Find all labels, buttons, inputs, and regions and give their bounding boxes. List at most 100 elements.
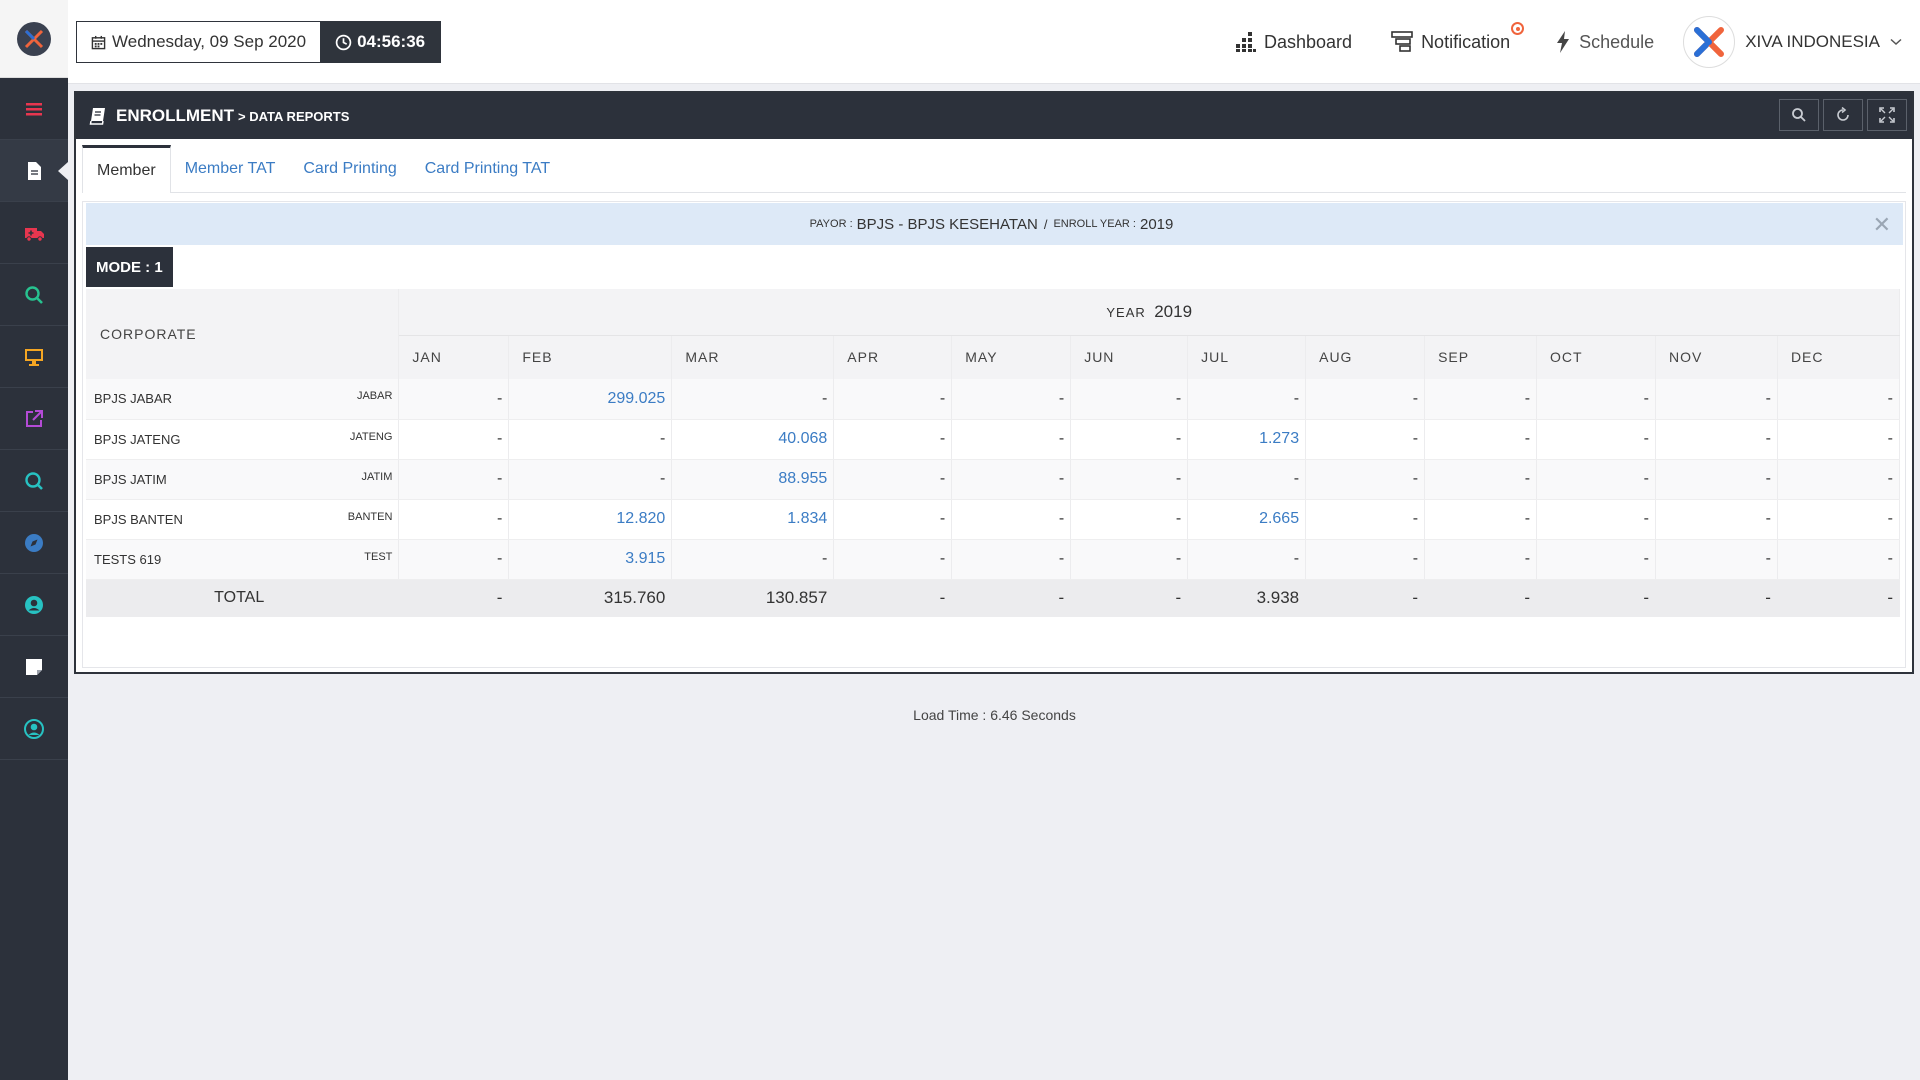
sidebar-item-compass[interactable] [0,512,68,574]
close-icon[interactable]: ✕ [1872,212,1891,237]
value-cell-feb: - [508,459,673,500]
corporate-code: JABAR [356,390,393,402]
sidebar-item-ambulance[interactable] [0,202,68,264]
value-cell-mar: - [671,539,835,580]
schedule-label: Schedule [1579,31,1655,52]
load-time: Load Time : 6.46 Seconds [913,707,1076,723]
table-row: BPJS BANTEN BANTEN -12.820 1.834- - -2.665- - -… [86,499,1901,540]
value-cell-apr: - [833,419,953,460]
value-cell-oct: - [1536,419,1656,460]
datetime-box: Wednesday, 09 Sep 2020 04:56:36 [76,21,442,63]
value-cell-jun: - [1070,379,1189,420]
value-cell-aug: - [1305,379,1426,420]
value-cell-feb[interactable]: 12.820 [508,499,673,540]
external-link-icon [23,408,45,430]
panel-search-button[interactable] [1779,99,1819,131]
month-header-aug: AUG [1305,335,1426,379]
value-cell-sep: - [1424,459,1538,500]
top-bar: Wednesday, 09 Sep 2020 04:56:36 Dashboar… [68,0,1920,84]
search-icon [23,284,45,306]
value-cell-jul: - [1187,539,1307,580]
value-cell-aug: - [1305,539,1426,580]
tab-member[interactable]: Member [82,145,171,193]
sidebar-item-profile[interactable] [0,698,68,760]
user-circle-icon [23,594,45,616]
corporate-code: TEST [364,550,393,563]
month-header-dec: DEC [1777,335,1901,379]
value-cell-may: - [951,499,1072,540]
sidebar-item-menu[interactable] [0,78,68,140]
month-header-nov: NOV [1655,335,1778,379]
value-cell-apr: - [833,459,953,500]
sidebar-logo[interactable] [0,0,68,78]
panel-fullscreen-button[interactable] [1867,99,1907,131]
value-cell-feb[interactable]: 299.025 [508,379,673,420]
calendar-icon [91,35,106,49]
value-cell-may: - [951,419,1072,460]
schedule-link[interactable]: Schedule [1554,30,1654,54]
notification-link[interactable]: Notification [1390,22,1525,54]
panel-title: ENROLLMENT [116,106,235,125]
sidebar-item-refresh[interactable] [0,450,68,512]
month-header-feb: FEB [508,335,673,379]
payor-label: PAYOR : [809,218,853,230]
year-value: 2019 [1154,301,1193,321]
tab-card-printing[interactable]: Card Printing [303,159,397,177]
value-cell-jun: - [1070,539,1189,580]
enroll-year-label: ENROLL YEAR : [1053,218,1136,230]
value-cell-mar[interactable]: 40.068 [671,419,835,460]
sidebar-item-reports[interactable] [0,140,68,202]
value-cell-aug: - [1305,419,1426,460]
corporate-code: JATENG [349,430,393,443]
corporate-cell: BPJS BANTEN BANTEN [86,499,400,540]
value-cell-may: - [951,379,1072,420]
value-cell-jan: - [398,539,510,580]
report-content: PAYOR : BPJS - BPJS KESEHATAN / ENROLL Y… [82,201,1906,723]
company-avatar [1683,16,1736,68]
enrollment-table: CORPORATE YEAR 2019 JAN FEB MAR APR MAY JUN JU… [86,289,1901,617]
account-menu[interactable]: XIVA INDONESIA [1683,16,1902,68]
dashboard-label: Dashboard [1264,31,1353,52]
sidebar-item-monitor[interactable] [0,326,68,388]
value-cell-mar[interactable]: 88.955 [671,459,835,500]
tab-card-printing-tat[interactable]: Card Printing TAT [424,159,551,177]
book-icon [89,108,105,125]
search-icon [1792,108,1806,122]
total-cell-apr: - [833,579,953,617]
expand-icon [1879,107,1895,123]
value-cell-aug: - [1305,459,1426,500]
value-cell-nov: - [1655,379,1778,420]
value-cell-jan: - [398,419,510,460]
month-header-may: MAY [951,335,1072,379]
panel-refresh-button[interactable] [1823,99,1863,131]
sidebar-item-user[interactable] [0,574,68,636]
corporate-cell: BPJS JABAR JABAR [86,379,400,420]
dashboard-link[interactable]: Dashboard [1235,31,1352,53]
value-cell-jan: - [398,459,510,500]
notification-label: Notification [1421,31,1511,52]
total-cell-oct: - [1536,579,1656,617]
value-cell-apr: - [833,499,953,540]
year-label: YEAR [1106,304,1146,320]
bars-icon [23,98,45,120]
value-cell-jul[interactable]: 2.665 [1187,499,1307,540]
value-cell-oct: - [1536,499,1656,540]
value-cell-jun: - [1070,459,1189,500]
value-cell-dec: - [1777,499,1901,540]
notification-badge-icon [1511,22,1525,35]
value-cell-apr: - [833,539,953,580]
value-cell-jul[interactable]: 1.273 [1187,419,1307,460]
sidebar-item-note[interactable] [0,636,68,698]
corporate-cell: BPJS JATENG JATENG [86,419,400,460]
sidebar-item-search[interactable] [0,264,68,326]
table-row: BPJS JABAR JABAR -299.025- - - - - - - - - - [86,379,1901,420]
lightning-icon [1557,31,1570,53]
sidebar-item-external[interactable] [0,388,68,450]
value-cell-nov: - [1655,419,1778,460]
mode-badge: MODE : 1 [86,247,173,287]
value-cell-mar[interactable]: 1.834 [671,499,835,540]
total-cell-feb: 315.760 [508,579,673,617]
tab-member-tat[interactable]: Member TAT [184,159,276,177]
value-cell-jan: - [398,499,510,540]
value-cell-feb[interactable]: 3.915 [508,539,673,580]
